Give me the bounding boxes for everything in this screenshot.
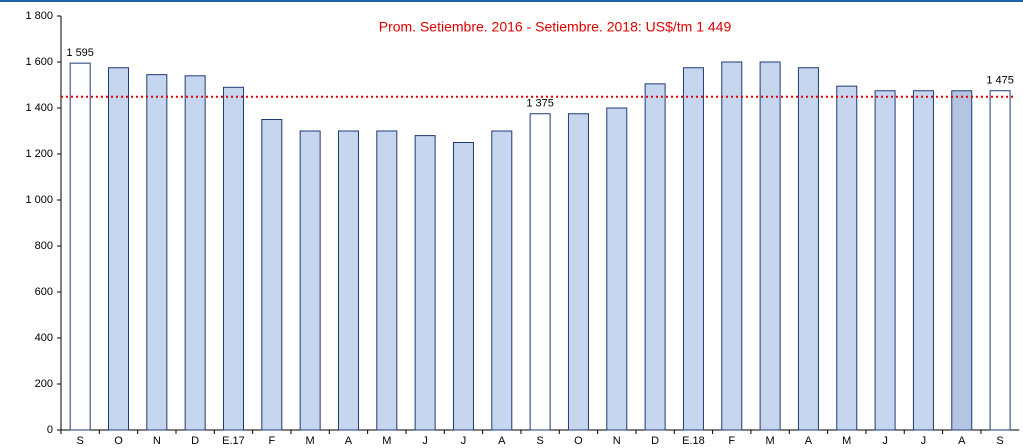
bar xyxy=(222,86,244,431)
x-tick-label: A xyxy=(498,435,506,447)
bar xyxy=(414,135,436,431)
x-tick-label: A xyxy=(345,435,353,447)
x-tick-label: N xyxy=(153,435,161,447)
x-tick-label: O xyxy=(574,435,583,447)
x-tick-label: E.18 xyxy=(682,435,705,447)
x-tick-label: E.17 xyxy=(222,435,245,447)
bar xyxy=(529,113,551,431)
y-tick-label: 800 xyxy=(35,240,53,252)
bar xyxy=(299,130,321,431)
bar xyxy=(644,83,666,431)
x-tick-label: F xyxy=(268,435,275,447)
bar xyxy=(721,61,743,431)
bar xyxy=(376,130,398,431)
x-tick-label: J xyxy=(882,435,888,447)
bar xyxy=(69,62,91,431)
x-tick-label: M xyxy=(382,435,391,447)
y-tick-label: 0 xyxy=(47,424,53,436)
bar xyxy=(989,90,1011,431)
x-tick-label: M xyxy=(842,435,851,447)
bar xyxy=(836,85,858,431)
bar xyxy=(146,74,168,431)
bar xyxy=(874,90,896,431)
y-tick-label: 200 xyxy=(35,378,53,390)
bar xyxy=(491,130,513,431)
y-tick-label: 600 xyxy=(35,286,53,298)
x-tick-label: S xyxy=(996,435,1003,447)
y-tick-label: 1 400 xyxy=(25,102,53,114)
y-tick-label: 1 200 xyxy=(25,148,53,160)
x-tick-label: O xyxy=(114,435,123,447)
bar xyxy=(682,67,704,431)
x-tick-label: J xyxy=(921,435,927,447)
x-tick-label: M xyxy=(766,435,775,447)
average-label: Prom. Setiembre. 2016 - Setiembre. 2018:… xyxy=(379,19,732,35)
bar xyxy=(184,75,206,431)
y-tick-label: 1 600 xyxy=(25,56,53,68)
data-label: 1 375 xyxy=(526,98,554,110)
x-tick-label: A xyxy=(805,435,813,447)
x-tick-label: M xyxy=(306,435,315,447)
bar xyxy=(567,113,589,431)
bar xyxy=(759,61,781,431)
bar xyxy=(606,107,628,431)
y-tick-label: 400 xyxy=(35,332,53,344)
x-tick-label: D xyxy=(191,435,199,447)
data-label: 1 475 xyxy=(986,75,1014,87)
bar xyxy=(261,119,283,431)
y-tick-label: 1 000 xyxy=(25,194,53,206)
bar xyxy=(797,67,819,431)
x-tick-label: N xyxy=(613,435,621,447)
x-tick-label: S xyxy=(536,435,543,447)
bar xyxy=(951,90,973,431)
data-label: 1 595 xyxy=(66,47,94,59)
bar xyxy=(452,142,474,431)
y-tick-label: 1 800 xyxy=(25,10,53,22)
bar xyxy=(912,90,934,431)
x-tick-label: J xyxy=(461,435,467,447)
bar xyxy=(337,130,359,431)
x-tick-label: F xyxy=(728,435,735,447)
x-tick-label: J xyxy=(422,435,428,447)
x-tick-label: A xyxy=(958,435,966,447)
x-tick-label: S xyxy=(76,435,83,447)
bar xyxy=(107,67,129,431)
x-tick-label: D xyxy=(651,435,659,447)
